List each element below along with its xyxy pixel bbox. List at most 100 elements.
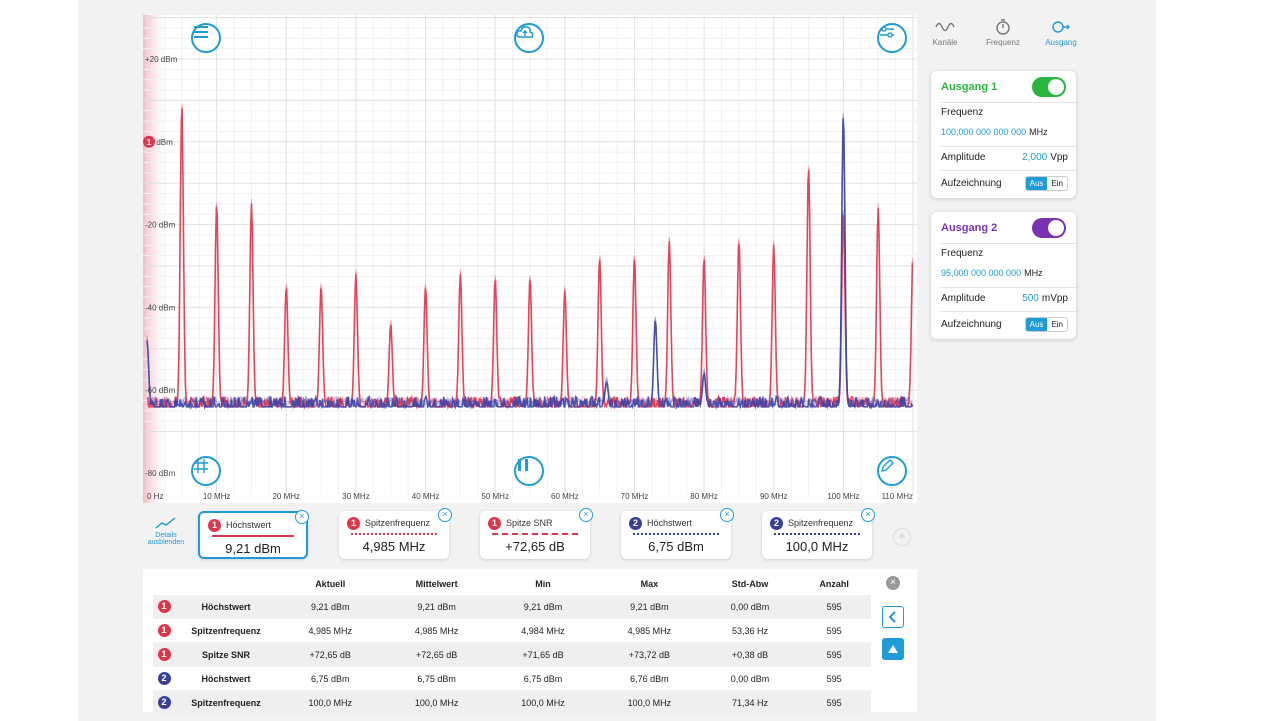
x-tick-label: 40 MHz: [412, 492, 440, 501]
table-cell: 595: [797, 642, 871, 667]
measurement-value: 4,985 MHz: [362, 539, 426, 554]
table-cell: 100,0 MHz: [383, 690, 490, 715]
freq-value[interactable]: 95,000 000 000 000: [941, 268, 1022, 278]
x-tick-label: 50 MHz: [481, 492, 509, 501]
channel-badge: 2: [157, 696, 171, 709]
spectrum-plot[interactable]: +20 dBm +0 dBm -20 dBm -40 dBm -60 dBm -80 dB…: [143, 15, 917, 503]
tab-label: Frequenz: [986, 38, 1020, 47]
reference-marker: [143, 135, 155, 148]
pause-button[interactable]: [514, 456, 544, 486]
collapse-table-button[interactable]: [882, 606, 904, 628]
settings-sliders-button[interactable]: [877, 23, 907, 53]
rec-segmented-control[interactable]: Aus Ein: [1024, 175, 1068, 191]
measurement-pill[interactable]: 1 Spitze SNR +72,65 dB ×: [480, 508, 593, 559]
spectrum-svg: +20 dBm +0 dBm -20 dBm -40 dBm -60 dBm -80 dB…: [143, 15, 917, 503]
table-cell: +0,38 dB: [702, 642, 798, 667]
row-name: Höchstwert: [175, 595, 277, 619]
table-cell: 6,76 dBm: [596, 666, 703, 691]
channel-badge: 1: [208, 519, 221, 532]
measurement-pill[interactable]: 2 Spitzenfrequenz 100,0 MHz ×: [762, 508, 875, 559]
freq-label: Frequenz: [941, 106, 984, 118]
output-2-amp-row: Amplitude 500 mVpp: [941, 290, 1068, 306]
x-tick-label: 70 MHz: [621, 492, 649, 501]
close-icon[interactable]: ×: [720, 508, 734, 522]
timer-icon: [996, 19, 1010, 35]
measurement-value: 100,0 MHz: [785, 539, 849, 554]
freq-label: Frequenz: [941, 247, 984, 259]
output-2-title: Ausgang 2: [941, 222, 998, 234]
add-measurement-icon[interactable]: +: [893, 528, 911, 546]
measurement-pill[interactable]: 2 Höchstwert 6,75 dBm ×: [621, 508, 734, 559]
output-2-rec-row: Aufzeichnung Aus Ein: [941, 316, 1068, 332]
table-cell: 4,984 MHz: [489, 618, 597, 643]
y-tick-label: -40 dBm: [145, 303, 176, 312]
close-icon[interactable]: ×: [861, 508, 875, 522]
table-cell: 9,21 dBm: [383, 595, 490, 619]
channel-badge: 1: [488, 517, 501, 530]
x-tick-label: 110 MHz: [882, 492, 913, 501]
rec-off-option[interactable]: Aus: [1025, 176, 1048, 190]
table-cell: 71,34 Hz: [702, 690, 798, 715]
table-cell: 4,985 MHz: [596, 618, 703, 643]
close-icon[interactable]: ×: [295, 510, 309, 524]
table-cell: 100,0 MHz: [489, 690, 597, 715]
edit-button[interactable]: [877, 456, 907, 486]
trend-icon: [155, 517, 176, 529]
freq-unit: MHz: [1024, 268, 1043, 278]
column-header: Max: [640, 579, 659, 589]
table-cell: 4,985 MHz: [277, 618, 384, 643]
close-icon[interactable]: ×: [579, 508, 593, 522]
rec-on-option[interactable]: Ein: [1051, 178, 1063, 188]
freq-value[interactable]: 100,000 000 000 000: [941, 127, 1027, 137]
output-2-freq-field[interactable]: 95,000 000 000 000 MHz: [941, 265, 1068, 281]
statistics-table-panel: Aktuell Mittelwert Min Max Std-Abw Anzah…: [143, 569, 917, 715]
output-2-toggle[interactable]: [1032, 218, 1066, 238]
output-1-freq-label-row: Frequenz: [941, 104, 1068, 120]
measurement-label: Spitzenfrequenz: [365, 518, 431, 528]
table-cell: 595: [797, 595, 871, 619]
channel-badge: 1: [347, 517, 360, 530]
menu-icon: [194, 26, 208, 38]
amp-value[interactable]: 500: [1022, 292, 1039, 304]
tab-ausgang[interactable]: Ausgang: [1036, 16, 1086, 47]
close-icon[interactable]: ×: [438, 508, 452, 522]
x-tick-label: 100 MHz: [827, 492, 859, 501]
measurement-pill[interactable]: 1 Spitzenfrequenz 4,985 MHz ×: [339, 508, 452, 559]
tab-label: Ausgang: [1045, 38, 1077, 47]
menu-button[interactable]: [191, 23, 221, 53]
table-cell: 0,00 dBm: [702, 666, 798, 691]
output-2-card: Ausgang 2 Frequenz 95,000 000 000 000 MH…: [931, 212, 1076, 339]
x-tick-label: 10 MHz: [203, 492, 231, 501]
table-cell: 595: [797, 690, 871, 715]
table-cell: 4,985 MHz: [383, 618, 490, 643]
output-1-toggle[interactable]: [1032, 77, 1066, 97]
rec-off-option[interactable]: Aus: [1025, 317, 1048, 331]
channel-badge: 1: [157, 624, 171, 637]
rec-segmented-control[interactable]: Aus Ein: [1024, 316, 1068, 332]
table-cell: 53,36 Hz: [702, 618, 798, 643]
output-1-freq-field[interactable]: 100,000 000 000 000 MHz: [941, 124, 1068, 140]
column-header: Mittelwert: [415, 579, 458, 589]
rec-on-option[interactable]: Ein: [1051, 319, 1063, 329]
measurement-value: +72,65 dB: [505, 539, 565, 554]
column-header: Anzahl: [819, 579, 849, 589]
y-tick-label: +0 dBm: [145, 138, 173, 147]
y-tick-label: +20 dBm: [145, 55, 178, 64]
table-cell: 100,0 MHz: [596, 690, 703, 715]
details-toggle[interactable]: Details ausblenden: [143, 516, 189, 546]
x-tick-label: 20 MHz: [272, 492, 300, 501]
channel-badge: 2: [629, 517, 642, 530]
tab-kanaele[interactable]: Kanäle: [920, 16, 970, 47]
cloud-upload-button[interactable]: [514, 23, 544, 53]
tab-frequenz[interactable]: Frequenz: [978, 16, 1028, 47]
tab-label: Kanäle: [932, 38, 958, 47]
export-table-button[interactable]: [882, 638, 904, 660]
output-2-freq-label-row: Frequenz: [941, 245, 1068, 261]
measurement-pill[interactable]: 1 Höchstwert 9,21 dBm ×: [198, 510, 309, 559]
measurement-label: Höchstwert: [226, 520, 272, 530]
amp-value[interactable]: 2,000: [1022, 151, 1048, 163]
series-line: [146, 115, 913, 407]
close-table-icon[interactable]: ×: [886, 576, 900, 590]
grid-button[interactable]: [191, 456, 221, 486]
table-cell: +72,65 dB: [277, 642, 384, 667]
